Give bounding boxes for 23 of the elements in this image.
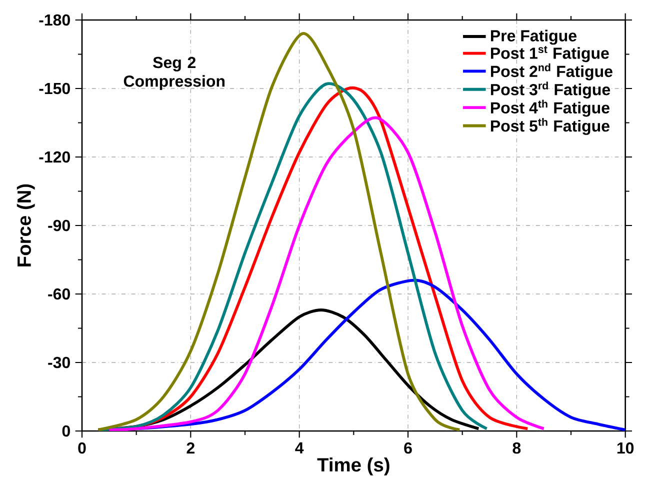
legend-label: Post 3$^{rd}$ Fatigue (490, 82, 610, 99)
x-tick-label: 6 (404, 442, 412, 454)
y-tick-label: -120 (39, 151, 70, 163)
x-tick-label: 0 (78, 442, 86, 454)
legend-label: Pre Fatigue (490, 30, 576, 45)
legend-label: Post 4$^{th}$ Fatigue (490, 100, 610, 117)
line-series (96, 32, 462, 431)
legend-label: Post 2$^{nd}$ Fatigue (490, 63, 612, 80)
legend-label: Post 5$^{th}$ Fatigue (490, 118, 610, 135)
y-tick-label: -90 (48, 220, 70, 232)
x-tick-label: 2 (186, 442, 194, 454)
y-tick-label: -180 (39, 14, 70, 26)
x-tick-label: 10 (617, 442, 634, 454)
y-tick-label: -30 (48, 356, 70, 368)
x-tick-label: 4 (295, 442, 304, 454)
legend-label: Post 1$^{st}$ Fatigue (490, 46, 609, 62)
x-axis-title: Time (s) (317, 458, 390, 476)
x-tick-label: 8 (512, 442, 521, 454)
y-tick-label: 0 (62, 425, 70, 437)
y-tick-label: -60 (48, 288, 70, 300)
y-tick-label: -150 (39, 82, 70, 94)
annotation: Seg 2 Compression (124, 56, 224, 90)
y-axis-title: Force (N) (16, 184, 35, 266)
